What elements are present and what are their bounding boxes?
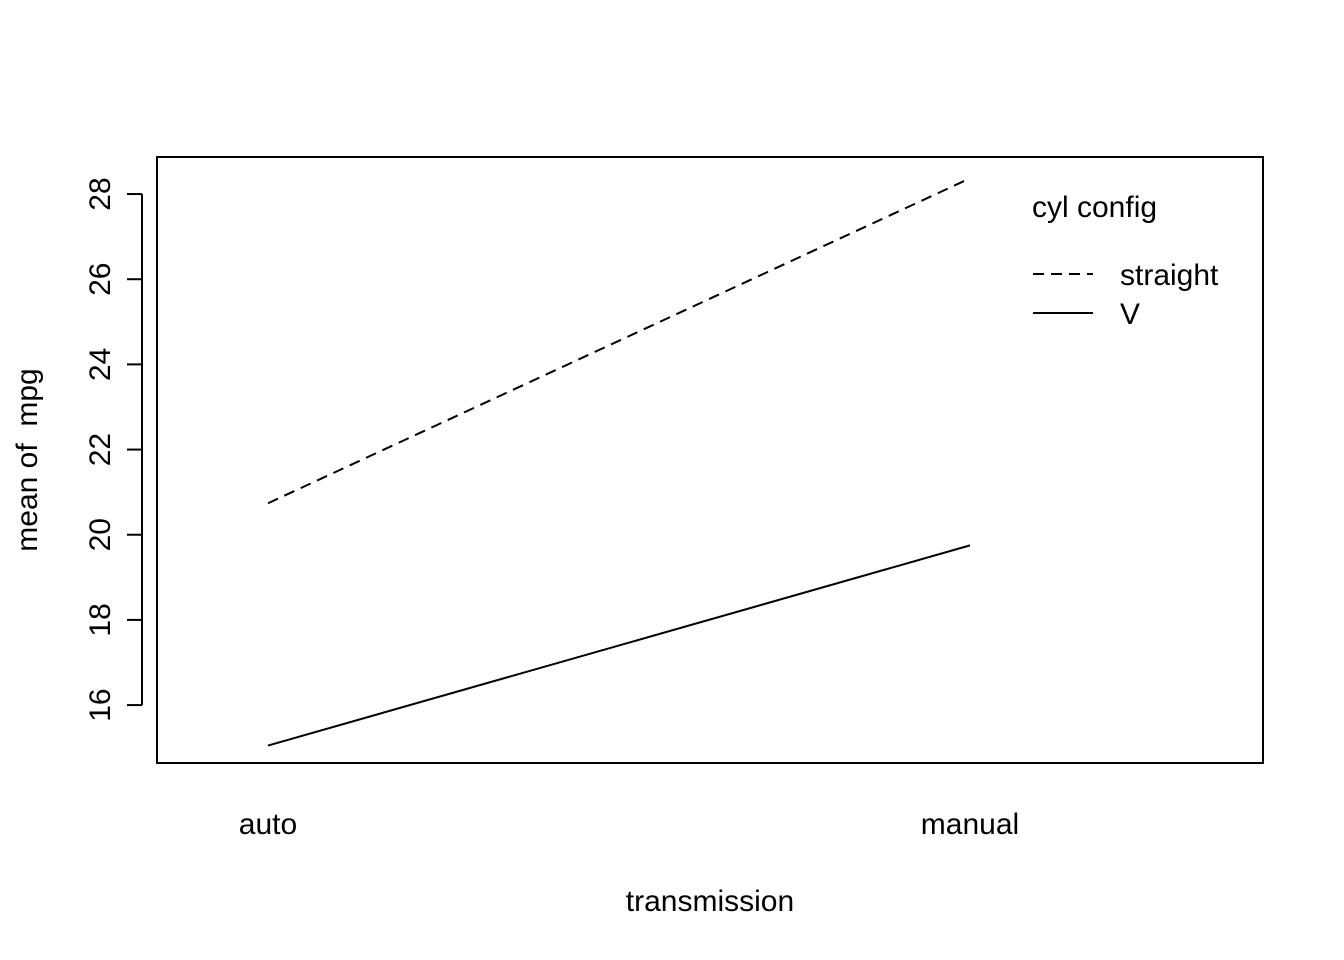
y-tick-label: 26 — [84, 263, 117, 296]
series-lines — [267, 177, 971, 747]
y-tick-label: 28 — [84, 177, 117, 210]
legend-label-straight: straight — [1120, 259, 1219, 292]
plot-frame — [156, 156, 1264, 764]
x-axis: auto manual — [239, 808, 1019, 841]
x-axis-label: transmission — [626, 885, 794, 918]
y-axis-label: mean of mpg — [11, 368, 44, 551]
y-tick-label: 20 — [84, 518, 117, 551]
y-tick-label: 18 — [84, 603, 117, 636]
y-tick-label: 24 — [84, 348, 117, 381]
legend-label-v: V — [1120, 298, 1140, 331]
y-tick-label: 22 — [84, 433, 117, 466]
x-tick-label: manual — [921, 808, 1019, 841]
series-line-straight — [267, 177, 971, 505]
y-axis: 16 18 20 22 24 26 28 — [84, 177, 143, 722]
y-tick-label: 16 — [84, 688, 117, 721]
x-tick-label: auto — [239, 808, 297, 841]
legend-title: cyl config — [1032, 191, 1157, 224]
series-line-v — [267, 544, 971, 747]
legend: cyl config straight V — [1032, 191, 1219, 331]
